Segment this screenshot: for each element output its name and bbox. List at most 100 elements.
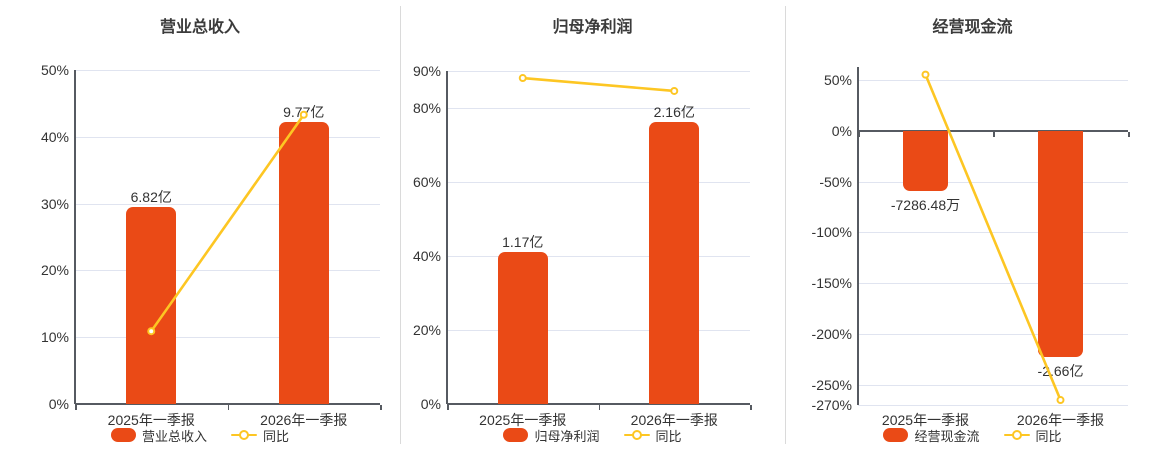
yoy-line-marker[interactable] xyxy=(921,70,930,79)
x-axis-tick xyxy=(227,405,229,410)
x-axis-label: 2026年一季报 xyxy=(260,412,348,428)
x-axis-tick xyxy=(447,405,449,410)
y-tick-label: 90% xyxy=(412,63,441,79)
grid-line xyxy=(447,330,750,331)
grid-line xyxy=(447,182,750,183)
legend-bar-swatch[interactable] xyxy=(110,428,136,442)
y-tick-label: 0% xyxy=(831,122,852,139)
x-axis-tick xyxy=(75,405,77,410)
yoy-line-marker[interactable] xyxy=(670,86,679,95)
plot-area: 50% 0% -50% -100% -150% -200% -250% -270% -7286.… xyxy=(785,0,1160,450)
grid-line xyxy=(75,70,380,71)
y-tick-label: -270% xyxy=(811,397,852,413)
grid-line xyxy=(858,181,1128,183)
yoy-line-layer xyxy=(518,74,679,95)
bar-value-label: 1.17亿 xyxy=(502,233,544,250)
x-axis-tick xyxy=(750,405,752,410)
legend-bar-label[interactable]: 归母净利润 xyxy=(534,428,600,444)
bar-2026年一季报[interactable] xyxy=(278,122,329,404)
bar-2026年一季报[interactable] xyxy=(649,122,700,404)
y-tick-label: 30% xyxy=(40,195,69,212)
bar-value-label: 6.82亿 xyxy=(130,188,172,205)
yoy-line[interactable] xyxy=(521,76,676,93)
legend-bar-swatch[interactable] xyxy=(883,428,909,442)
legend-line-icon[interactable] xyxy=(1003,428,1030,442)
plot-area: 90% 80% 60% 40% 20% 0% 1.17亿 2.16亿 xyxy=(400,0,785,450)
x-axis-label: 2026年一季报 xyxy=(630,412,718,428)
y-tick-label: -150% xyxy=(811,275,852,292)
grid-line xyxy=(858,80,1128,82)
chart-panel-operating-cash-flow: 经营现金流 50% 0% -50% -100% -150% -200% -250% -270%… xyxy=(785,0,1160,450)
panel-separator xyxy=(400,6,401,444)
bar-2025年一季报[interactable] xyxy=(903,130,948,191)
grid-line xyxy=(858,405,1128,406)
y-axis-line xyxy=(857,67,859,405)
y-tick-label: 40% xyxy=(40,128,69,145)
grid-line xyxy=(858,283,1128,285)
y-tick-label: 40% xyxy=(412,248,441,264)
legend-line-label[interactable]: 同比 xyxy=(655,428,682,444)
y-axis-line xyxy=(446,71,448,404)
grid-line xyxy=(858,333,1128,335)
y-tick-label: 0% xyxy=(48,396,69,412)
legend-bar-swatch[interactable] xyxy=(503,428,529,442)
legend-bar-label[interactable]: 营业总收入 xyxy=(141,428,207,444)
x-axis-line xyxy=(447,403,750,405)
chart-panel-revenue: 营业总收入 50% 40% 30% 20% 10% 0% 6.82亿 9.77亿 2025年一… xyxy=(0,0,400,450)
x-axis-tick xyxy=(380,405,382,410)
bar-2025年一季报[interactable] xyxy=(497,251,548,404)
y-tick-label: 50% xyxy=(823,72,852,89)
grid-line xyxy=(447,108,750,109)
bar-value-label: 9.77亿 xyxy=(283,104,325,121)
yoy-line-marker[interactable] xyxy=(518,74,527,83)
y-tick-label: -200% xyxy=(811,325,852,342)
legend: 归母净利润 同比 xyxy=(400,426,785,444)
grid-line xyxy=(447,256,750,257)
bar-2026年一季报[interactable] xyxy=(1038,130,1083,358)
grid-line xyxy=(858,232,1128,234)
y-tick-label: 10% xyxy=(40,329,69,346)
x-axis-tick xyxy=(993,131,995,137)
legend-line-label[interactable]: 同比 xyxy=(1035,428,1062,444)
bar-2025年一季报[interactable] xyxy=(126,206,177,404)
y-tick-label: 60% xyxy=(412,174,441,190)
legend-line-icon[interactable] xyxy=(623,428,650,442)
x-axis-label: 2025年一季报 xyxy=(881,412,970,428)
bar-value-label: -2.66亿 xyxy=(1037,363,1084,380)
grid-line xyxy=(75,136,380,138)
bar-value-label: 2.16亿 xyxy=(653,104,695,121)
legend-line-icon[interactable] xyxy=(231,428,257,442)
chart-title: 归母净利润 xyxy=(552,19,633,36)
x-axis-line xyxy=(75,403,380,405)
x-axis-label: 2026年一季报 xyxy=(1016,412,1105,428)
panel-separator xyxy=(785,6,786,444)
x-axis-label: 2025年一季报 xyxy=(107,412,195,428)
y-tick-label: 20% xyxy=(412,322,441,338)
x-axis-tick xyxy=(858,131,860,137)
x-axis-label: 2025年一季报 xyxy=(479,412,567,428)
y-tick-label: 20% xyxy=(40,262,69,279)
legend-bar-label[interactable]: 经营现金流 xyxy=(914,428,980,444)
bar-value-label: -7286.48万 xyxy=(890,196,961,213)
legend: 经营现金流 同比 xyxy=(785,426,1160,444)
chart-panel-net-profit: 归母净利润 90% 80% 60% 40% 20% 0% 1.17亿 2.16亿 2025年一… xyxy=(400,0,785,450)
grid-line xyxy=(447,71,750,72)
grid-line xyxy=(75,337,380,339)
chart-title: 营业总收入 xyxy=(159,19,240,36)
x-axis-tick xyxy=(598,405,600,410)
legend: 营业总收入 同比 xyxy=(0,426,400,444)
y-tick-label: 80% xyxy=(412,100,441,116)
y-tick-label: -250% xyxy=(811,376,852,393)
y-tick-label: 0% xyxy=(420,396,441,412)
chart-title: 经营现金流 xyxy=(932,19,1013,36)
x-axis-tick xyxy=(1128,131,1130,137)
grid-line xyxy=(858,384,1128,386)
y-tick-label: -50% xyxy=(819,173,852,190)
legend-line-label[interactable]: 同比 xyxy=(263,428,290,444)
y-axis-line xyxy=(74,70,76,404)
yoy-line-marker[interactable] xyxy=(1056,396,1065,405)
plot-area: 50% 40% 30% 20% 10% 0% 6.82亿 9.77亿 xyxy=(0,0,400,450)
y-tick-label: 50% xyxy=(40,62,69,78)
y-tick-label: -100% xyxy=(811,224,852,241)
